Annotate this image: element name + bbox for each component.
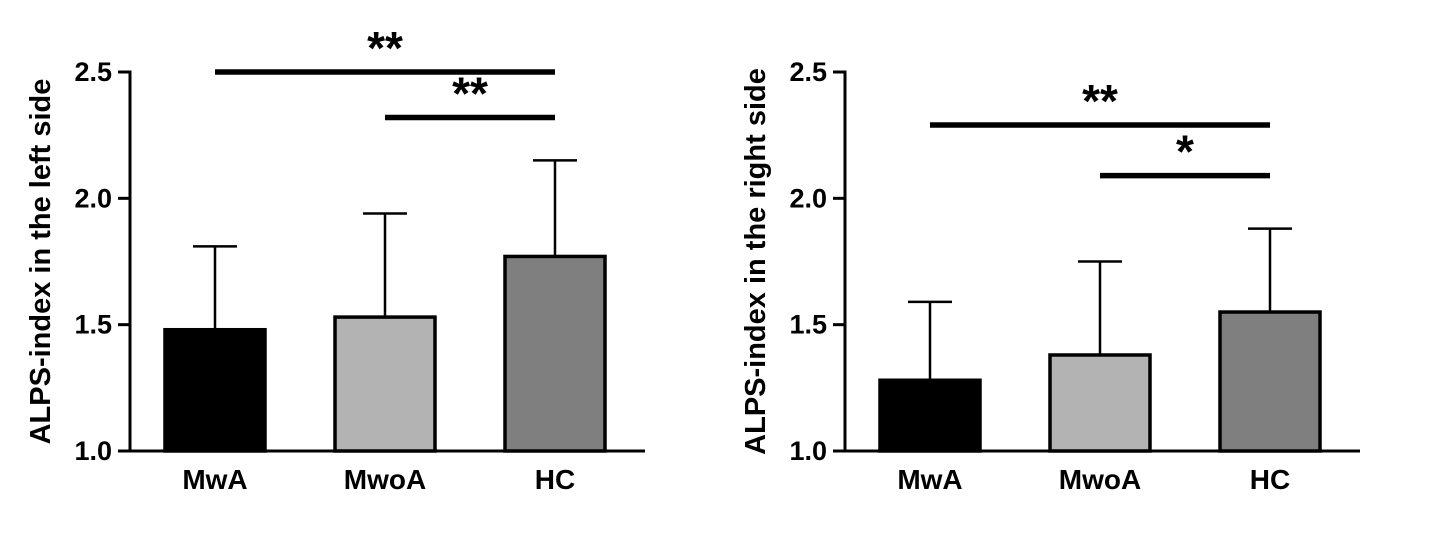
- category-label-mwa: MwA: [897, 464, 962, 495]
- y-tick-label: 1.0: [74, 436, 112, 466]
- significance-label-1: **: [452, 67, 488, 119]
- bar-chart-right-svg: 1.0 1.5 2.0 2.5 MwA MwoA HC ALPS-index in the r…: [740, 57, 1360, 495]
- category-label-mwoa: MwoA: [1059, 464, 1141, 495]
- y-tick-label: 2.5: [789, 57, 827, 87]
- bar-hc: [503, 254, 607, 453]
- category-label-mwoa: MwoA: [344, 464, 426, 495]
- bar-mwoa: [1048, 353, 1152, 453]
- y-tick-label: 2.0: [789, 183, 827, 213]
- chart-alps-right-side: 1.0 1.5 2.0 2.5 MwA MwoA HC ALPS-index in the r…: [715, 0, 1430, 532]
- category-label-mwa: MwA: [182, 464, 247, 495]
- bar-mwa: [878, 378, 982, 453]
- y-tick-label: 1.5: [789, 310, 827, 340]
- y-axis-title: ALPS-index in the left side: [25, 79, 57, 445]
- category-label-hc: HC: [1250, 464, 1290, 495]
- significance-label-0: **: [367, 22, 403, 74]
- significance-label-0: **: [1082, 75, 1118, 127]
- y-tick-label: 1.0: [789, 436, 827, 466]
- chart-alps-left-side: 1.0 1.5 2.0 2.5 MwA MwoA HC ALPS-index in the l…: [0, 0, 715, 532]
- bar-mwa: [163, 327, 267, 453]
- y-tick-label: 2.0: [74, 183, 112, 213]
- y-tick-label: 2.5: [74, 57, 112, 87]
- category-label-hc: HC: [535, 464, 575, 495]
- bar-mwoa: [333, 315, 437, 453]
- significance-label-1: *: [1176, 126, 1194, 178]
- bar-chart-left-svg: 1.0 1.5 2.0 2.5 MwA MwoA HC ALPS-index in the l…: [25, 22, 645, 495]
- bar-hc: [1218, 310, 1322, 453]
- y-tick-label: 1.5: [74, 310, 112, 340]
- y-axis-title: ALPS-index in the right side: [740, 68, 772, 455]
